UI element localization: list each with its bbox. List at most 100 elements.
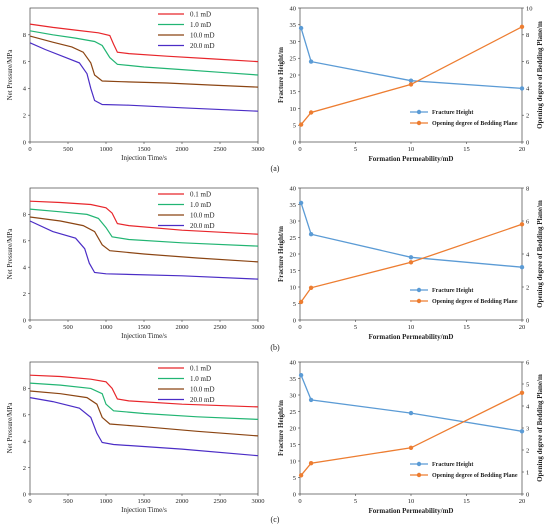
- y-tick-label: 0: [23, 317, 26, 324]
- legend-marker: [416, 120, 422, 126]
- y-axis-label: Net Pressure/MPa: [6, 228, 14, 280]
- y-tick-label: 20: [290, 425, 297, 432]
- legend-label: 0.1 mD: [190, 190, 211, 198]
- series-line-fracture-height: [300, 202, 523, 268]
- y2-tick-label: 2: [526, 113, 529, 120]
- y-tick-label: 20: [290, 72, 297, 79]
- x-tick-label: 1500: [138, 498, 151, 505]
- series-line-fracture-height: [300, 27, 523, 90]
- pressure-chart-0: 0 500 1000 1500 2000 2500 3000 0 2 4 6 8 Injection T…: [6, 7, 265, 162]
- x-tick-label: 1500: [138, 146, 151, 153]
- y-tick-label: 2: [23, 291, 26, 298]
- x-tick-label: 0: [298, 146, 301, 153]
- y-tick-label: 40: [290, 359, 297, 366]
- x-tick-label: 3000: [252, 146, 265, 153]
- data-point-fracture-height: [519, 265, 525, 270]
- data-point-opening-degree-of-bedding-plane: [308, 110, 314, 115]
- x-tick-label: 5: [354, 498, 357, 505]
- x-tick-label: 0: [298, 324, 301, 331]
- x-tick-label: 0: [28, 498, 31, 505]
- legend-marker: [416, 109, 422, 115]
- data-point-fracture-height: [519, 86, 525, 91]
- y2-tick-label: 0: [526, 317, 529, 324]
- y-tick-label: 25: [290, 235, 297, 242]
- series-line-20-0-md: [29, 42, 259, 112]
- y2-tick-label: 2: [526, 447, 529, 454]
- y-tick-label: 4: [23, 265, 27, 272]
- y2-tick-label: 4: [526, 251, 530, 258]
- y2-axis-label: Opening degree of Bedding Plane/m: [536, 200, 544, 308]
- y-tick-label: 6: [23, 412, 27, 419]
- series-line-opening-degree-of-bedding-plane: [300, 26, 523, 126]
- series-line-1-0-md: [29, 382, 259, 420]
- x-tick-label: 2500: [214, 324, 227, 331]
- legend-label: 1.0 mD: [190, 201, 211, 209]
- y-tick-label: 25: [290, 409, 297, 416]
- x-tick-label: 500: [63, 146, 73, 153]
- legend-label: 1.0 mD: [190, 21, 211, 29]
- y-tick-label: 40: [290, 5, 297, 12]
- x-tick-label: 0: [28, 146, 31, 153]
- y2-tick-label: 1: [526, 469, 529, 476]
- y-tick-label: 10: [290, 284, 297, 291]
- y2-tick-label: 8: [526, 185, 529, 192]
- x-tick-label: 2500: [214, 146, 227, 153]
- data-point-opening-degree-of-bedding-plane: [519, 222, 525, 227]
- x-tick-label: 10: [408, 146, 415, 153]
- y-tick-label: 10: [290, 458, 297, 465]
- y-tick-label: 8: [23, 212, 26, 219]
- y-tick-label: 30: [290, 218, 297, 225]
- y2-tick-label: 2: [526, 284, 529, 291]
- y2-tick-label: 4: [526, 403, 530, 410]
- data-point-opening-degree-of-bedding-plane: [408, 445, 414, 450]
- series-line-10-0-md: [29, 390, 259, 437]
- y-tick-label: 5: [293, 301, 296, 308]
- x-tick-label: 10: [408, 498, 415, 505]
- series-line-20-0-md: [29, 220, 259, 280]
- series-line-10-0-md: [29, 216, 259, 263]
- x-tick-label: 5: [354, 324, 357, 331]
- y2-tick-label: 6: [526, 59, 530, 66]
- x-tick-label: 15: [463, 498, 470, 505]
- y-tick-label: 4: [23, 86, 27, 93]
- legend-marker: [416, 472, 422, 478]
- data-point-fracture-height: [408, 78, 414, 83]
- y-tick-label: 15: [290, 89, 297, 96]
- y2-tick-label: 6: [526, 218, 530, 225]
- legend-label: Opening degree of Bedding Plane: [432, 299, 518, 305]
- legend-label: 0.1 mD: [190, 364, 211, 372]
- permeability-chart-1: 0 5 10 15 2005101520253035400246810Formation…: [277, 5, 544, 163]
- y2-tick-label: 8: [526, 32, 529, 39]
- x-axis-label: Formation Permeability/mD: [369, 333, 454, 341]
- y-tick-label: 0: [293, 317, 296, 324]
- y-tick-label: 0: [293, 139, 296, 146]
- x-tick-label: 1000: [100, 146, 113, 153]
- x-tick-label: 1000: [100, 498, 113, 505]
- legend-label: 10.0 mD: [190, 31, 215, 39]
- y2-tick-label: 4: [526, 86, 530, 93]
- legend-label: Opening degree of Bedding Plane: [432, 473, 518, 479]
- y-axis-label: Fracture Height/m: [277, 400, 285, 456]
- data-point-fracture-height: [408, 410, 414, 416]
- series-line-20-0-md: [29, 397, 259, 457]
- y-tick-label: 8: [23, 386, 26, 393]
- x-tick-label: 0: [28, 324, 31, 331]
- data-point-fracture-height: [408, 255, 414, 260]
- legend-label: 10.0 mD: [190, 211, 215, 219]
- pressure-chart-2: 0 500 1000 1500 2000 2500 3000 0 2 4 6 8 Injection T…: [6, 187, 265, 340]
- legend-label: Opening degree of Bedding Plane: [432, 121, 518, 127]
- data-point-opening-degree-of-bedding-plane: [298, 473, 304, 478]
- data-point-opening-degree-of-bedding-plane: [519, 24, 525, 29]
- series-line-1-0-md: [29, 30, 259, 76]
- legend-label: Fracture Height: [432, 110, 473, 116]
- y-axis-label: Fracture Height/m: [277, 47, 285, 103]
- y-tick-label: 5: [293, 123, 296, 130]
- x-axis-label: Injection Time/s: [121, 506, 167, 514]
- legend-marker: [416, 287, 422, 293]
- legend-label: 10.0 mD: [190, 385, 215, 393]
- y-tick-label: 6: [23, 238, 27, 245]
- x-axis-label: Formation Permeability/mD: [369, 507, 454, 515]
- y-tick-label: 20: [290, 251, 297, 258]
